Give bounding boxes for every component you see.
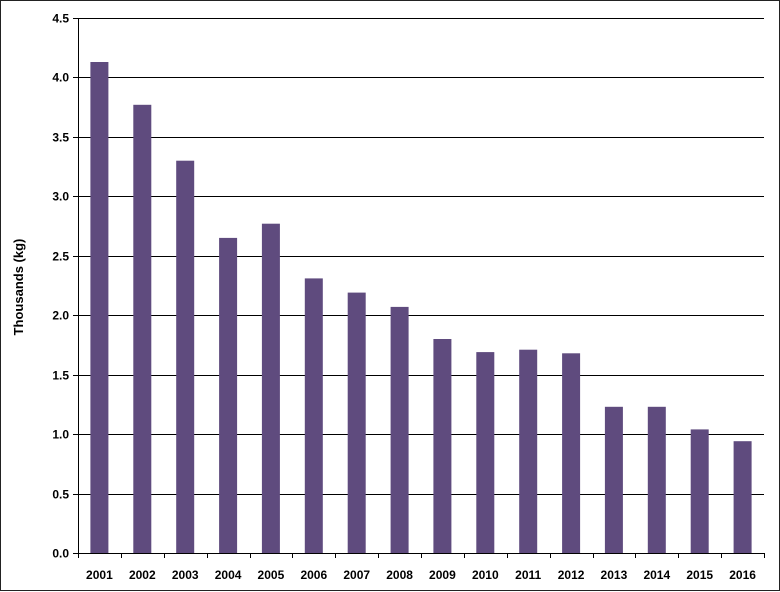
x-tick-label: 2011: [515, 568, 541, 582]
x-tick-label: 2003: [172, 568, 199, 582]
bar-2016: [733, 441, 752, 553]
x-tick-label: 2005: [258, 568, 285, 582]
bar-2009: [433, 339, 452, 553]
y-tick-label: 2.0: [52, 309, 69, 323]
x-tick-label: 2010: [472, 568, 499, 582]
y-tick-label: 3.5: [52, 131, 69, 145]
y-tick-label: 4.5: [52, 12, 69, 26]
y-tick-label: 0.0: [52, 547, 69, 561]
x-tick-label: 2012: [558, 568, 585, 582]
x-tick-label: 2015: [686, 568, 713, 582]
bar-2014: [647, 406, 666, 553]
x-tick-label: 2013: [601, 568, 628, 582]
x-tick-label: 2009: [429, 568, 456, 582]
axes: [73, 18, 765, 558]
bar-2013: [604, 406, 623, 553]
x-tick-label: 2004: [215, 568, 242, 582]
y-tick-label: 1.0: [52, 428, 69, 442]
bar-2008: [390, 306, 409, 553]
x-tick-label: 2006: [300, 568, 327, 582]
bars: [90, 62, 752, 554]
bar-2006: [304, 278, 323, 553]
y-tick-label: 2.5: [52, 250, 69, 264]
bar-2007: [347, 292, 366, 553]
x-tick-label: 2016: [729, 568, 756, 582]
y-tick-label: 1.5: [52, 369, 69, 383]
bar-2012: [562, 353, 581, 553]
y-tick-label: 0.5: [52, 488, 69, 502]
bar-2002: [133, 104, 152, 554]
bar-2011: [519, 349, 538, 553]
x-tick-label: 2007: [343, 568, 370, 582]
y-tick-labels: 0.0 0.5 1.0 1.5 2.0 2.5 3.0 3.5 4.0 4.5: [52, 12, 69, 561]
y-axis-title: Thousands (kg): [11, 239, 26, 336]
x-tick-label: 2008: [386, 568, 413, 582]
bar-2003: [176, 160, 195, 553]
bar-2010: [476, 352, 495, 553]
x-tick-label: 2014: [643, 568, 670, 582]
x-tick-label: 2002: [129, 568, 156, 582]
bar-2005: [261, 223, 280, 553]
bar-2015: [690, 429, 709, 553]
y-tick-label: 3.0: [52, 190, 69, 204]
bar-2004: [219, 237, 238, 553]
x-tick-label: 2001: [86, 568, 113, 582]
y-tick-label: 4.0: [52, 71, 69, 85]
x-tick-labels: 2001 2002 2003 2004 2005 2006 2007 2008 2009 2010…: [86, 568, 756, 582]
bar-2001: [90, 62, 109, 553]
